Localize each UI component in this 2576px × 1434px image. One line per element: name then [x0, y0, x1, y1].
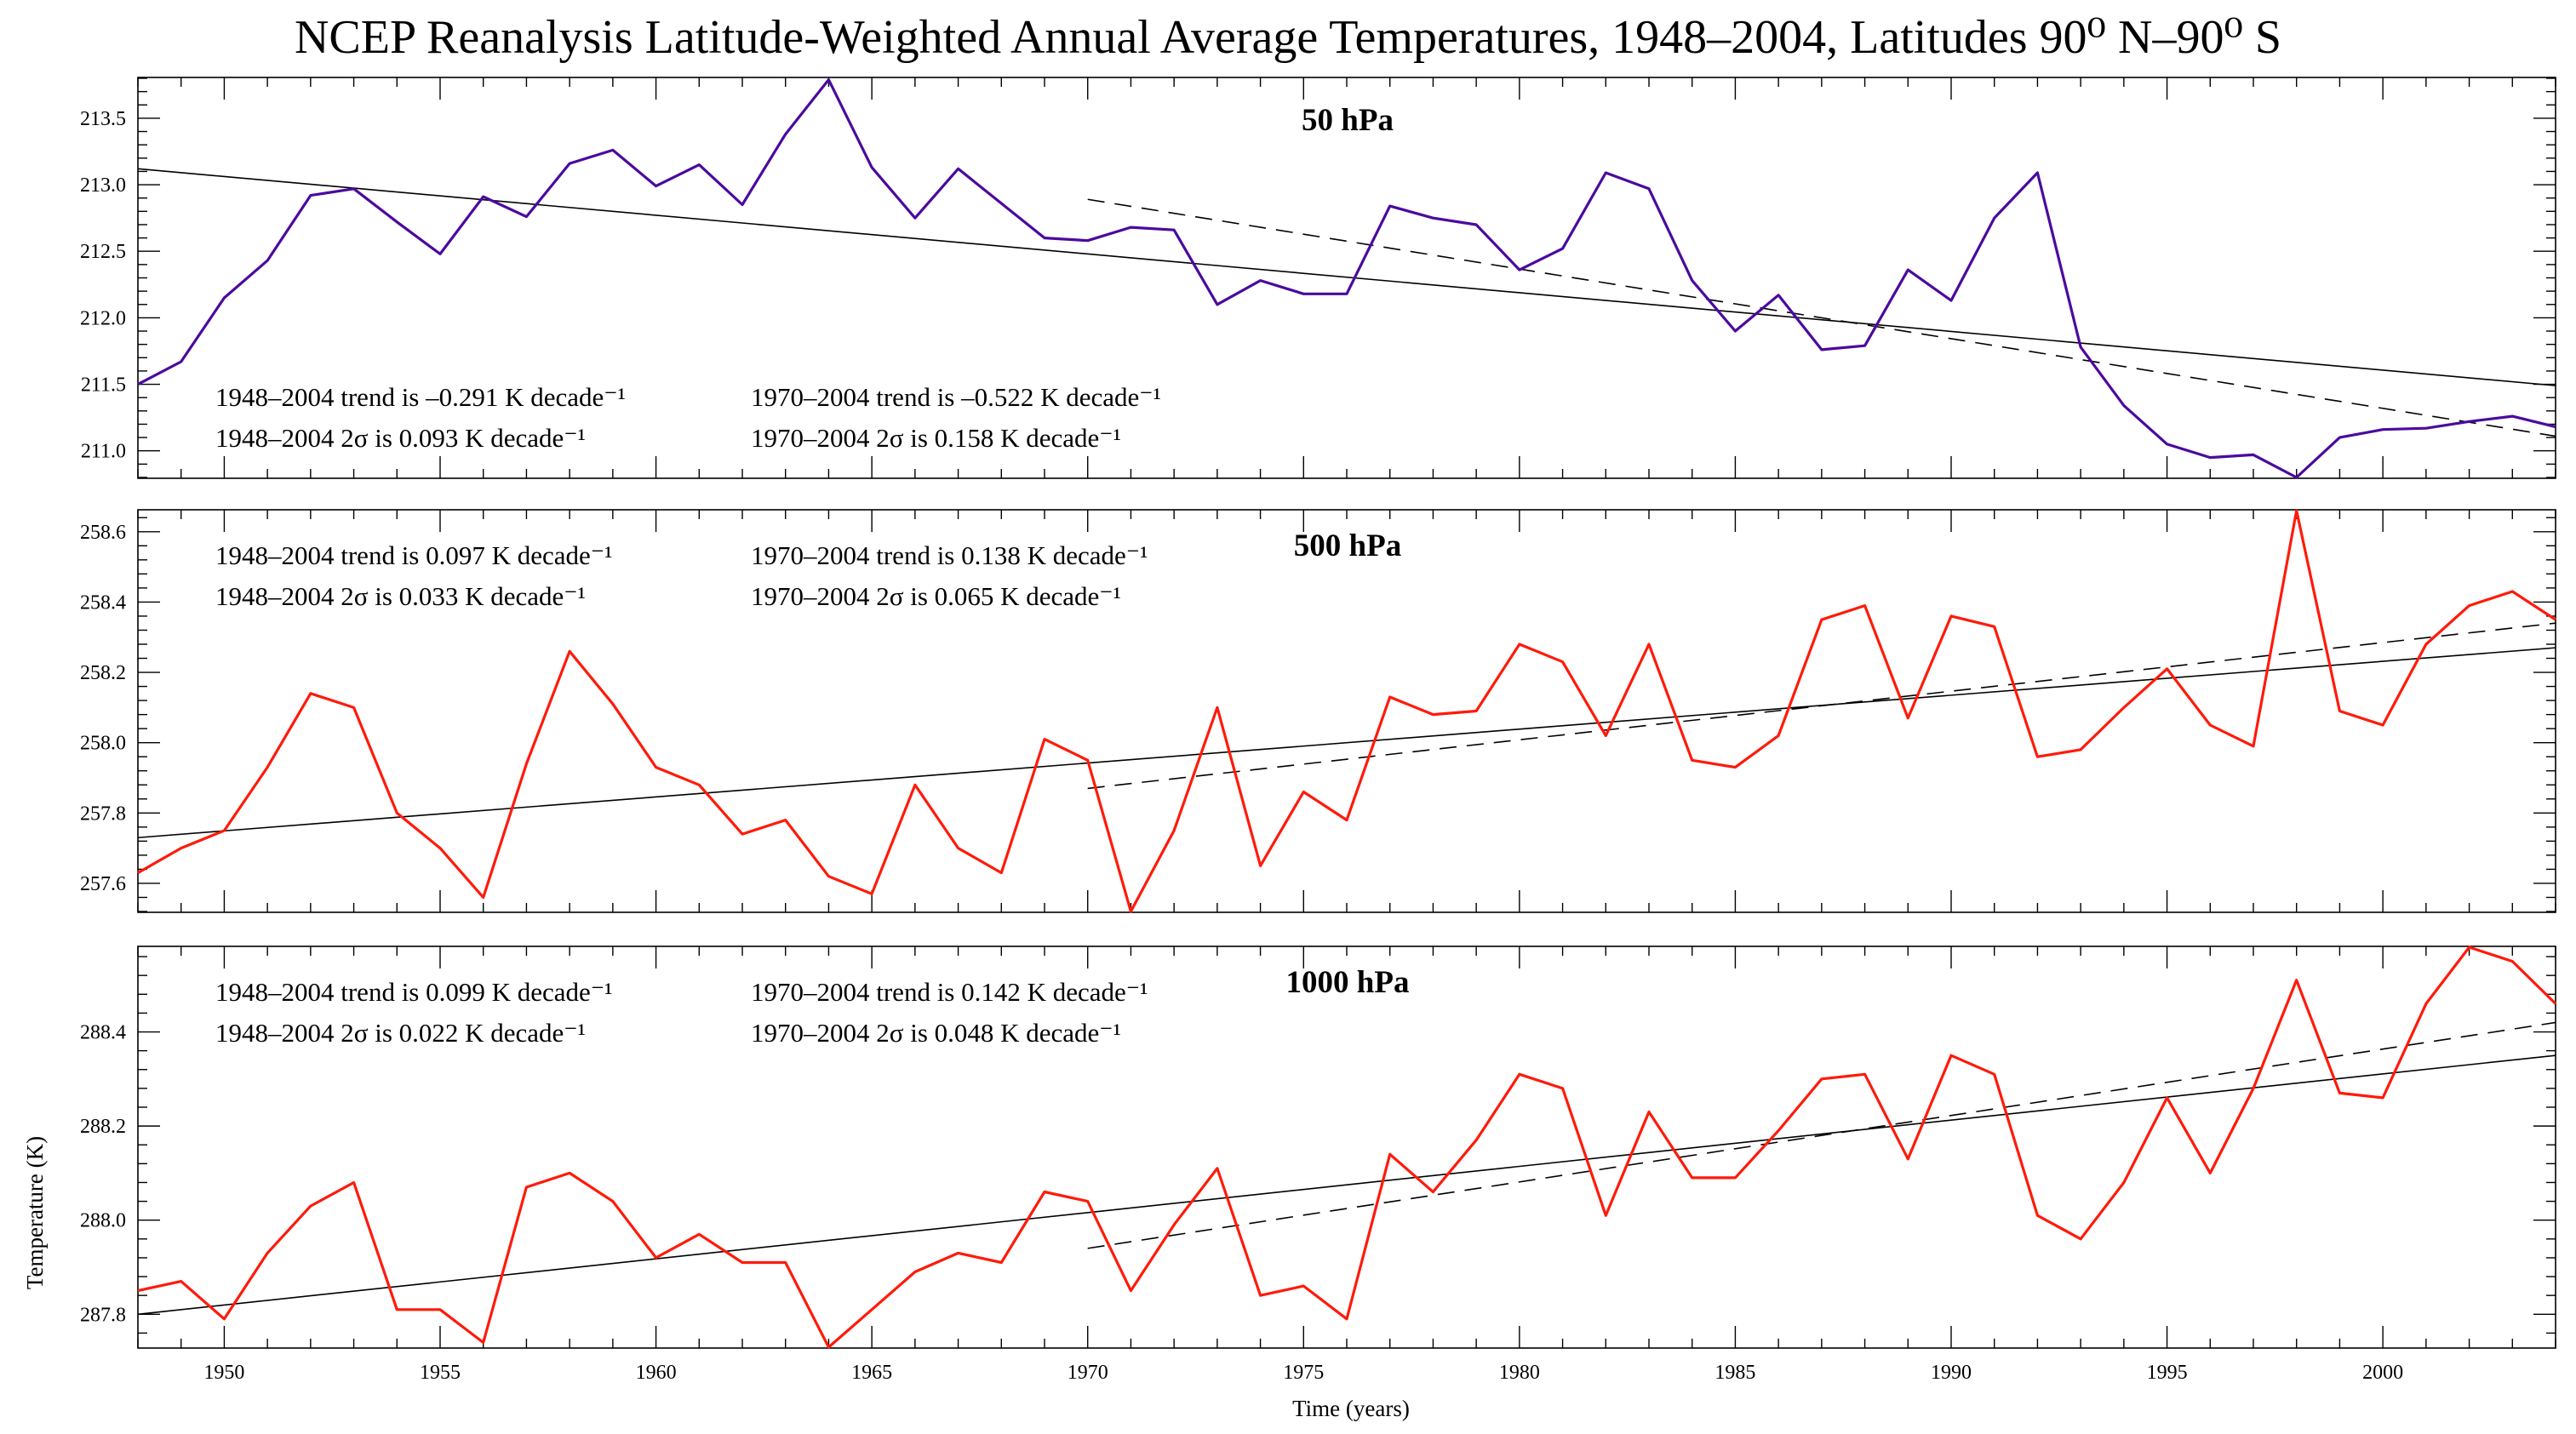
y-tick-label: 257.8: [80, 803, 126, 825]
trend-annotation: 1970–2004 2σ is 0.048 K decade⁻¹: [751, 1018, 1121, 1048]
trend-annotation: 1948–2004 trend is 0.099 K decade⁻¹: [215, 977, 612, 1007]
x-tick-label: 1965: [851, 1362, 892, 1384]
panel-label: 50 hPa: [1302, 103, 1394, 138]
x-tick-label: 2000: [2362, 1362, 2403, 1384]
temperature-series-line: [137, 509, 2556, 913]
x-axis-labels: 1950 1955 1960 1965 1970 1975 1980 1985 1990 1995…: [203, 1362, 2403, 1384]
trend-annotation: 1970–2004 trend is 0.142 K decade⁻¹: [751, 977, 1148, 1007]
y-tick-label: 212.0: [80, 307, 126, 329]
y-tick-label: 213.5: [80, 108, 126, 130]
panel-2: 287.8 288.0 288.2 288.4 1948–2004 trend is 0…: [80, 946, 2557, 1349]
panel-label: 500 hPa: [1294, 528, 1401, 563]
panels: 211.0 211.5 212.0 212.5 213.0 213.5 1948–2004 …: [80, 77, 2557, 1349]
x-tick-label: 1985: [1714, 1362, 1755, 1384]
y-tick-label: 258.2: [80, 662, 126, 684]
y-tick-label: 288.4: [80, 1022, 126, 1044]
trend-line-1948-2004: [137, 1054, 2556, 1316]
panel-0: 211.0 211.5 212.0 212.5 213.0 213.5 1948–2004 …: [80, 77, 2556, 479]
trend-line-1970-2004: [1087, 198, 2556, 437]
x-axis-title: Time (years): [1292, 1396, 1410, 1421]
y-tick-label: 287.8: [80, 1304, 126, 1326]
y-tick-label: 258.6: [80, 522, 126, 544]
panel-1: 257.6 257.8 258.0 258.2 258.4 258.6 1948–2004 …: [80, 509, 2556, 913]
temperature-series-line: [137, 946, 2557, 1349]
x-tick-label: 1950: [203, 1362, 244, 1384]
x-tick-label: 1980: [1499, 1362, 1540, 1384]
y-tick-label: 211.0: [81, 441, 126, 463]
x-tick-label: 1995: [2147, 1362, 2188, 1384]
y-tick-label: 258.0: [80, 733, 126, 755]
x-tick-label: 1970: [1068, 1362, 1108, 1384]
y-tick-label: 288.0: [80, 1210, 126, 1232]
trend-annotation: 1970–2004 2σ is 0.065 K decade⁻¹: [751, 581, 1121, 611]
trend-line-1970-2004: [1087, 1021, 2556, 1249]
y-tick-label: 213.0: [80, 174, 126, 197]
trend-annotation: 1970–2004 trend is 0.138 K decade⁻¹: [751, 540, 1148, 570]
trend-annotation: 1970–2004 2σ is 0.158 K decade⁻¹: [751, 423, 1121, 453]
trend-annotation: 1948–2004 trend is –0.291 K decade⁻¹: [215, 382, 626, 412]
y-tick-label: 258.4: [80, 591, 126, 614]
chart-title: NCEP Reanalysis Latitude-Weighted Annual…: [295, 11, 2281, 64]
panel-label: 1000 hPa: [1286, 965, 1410, 1000]
trend-annotation: 1948–2004 trend is 0.097 K decade⁻¹: [215, 540, 612, 570]
y-axis-title: Temperature (K): [22, 1136, 48, 1289]
x-tick-label: 1960: [636, 1362, 677, 1384]
x-tick-label: 1975: [1283, 1362, 1324, 1384]
y-tick-label: 288.2: [80, 1116, 126, 1138]
trend-line-1970-2004: [1087, 622, 2556, 790]
x-tick-label: 1955: [420, 1362, 461, 1384]
trend-line-1948-2004: [137, 647, 2556, 839]
trend-annotation: 1970–2004 trend is –0.522 K decade⁻¹: [751, 382, 1161, 412]
temperature-series-line: [137, 77, 2556, 479]
y-tick-label: 257.6: [80, 873, 126, 895]
y-tick-label: 212.5: [80, 241, 126, 263]
trend-annotation: 1948–2004 2σ is 0.093 K decade⁻¹: [215, 423, 586, 453]
trend-annotation: 1948–2004 2σ is 0.022 K decade⁻¹: [215, 1018, 586, 1048]
trend-line-1948-2004: [137, 168, 2556, 386]
y-tick-label: 211.5: [81, 374, 126, 397]
x-tick-label: 1990: [1931, 1362, 1972, 1384]
trend-annotation: 1948–2004 2σ is 0.033 K decade⁻¹: [215, 581, 586, 611]
